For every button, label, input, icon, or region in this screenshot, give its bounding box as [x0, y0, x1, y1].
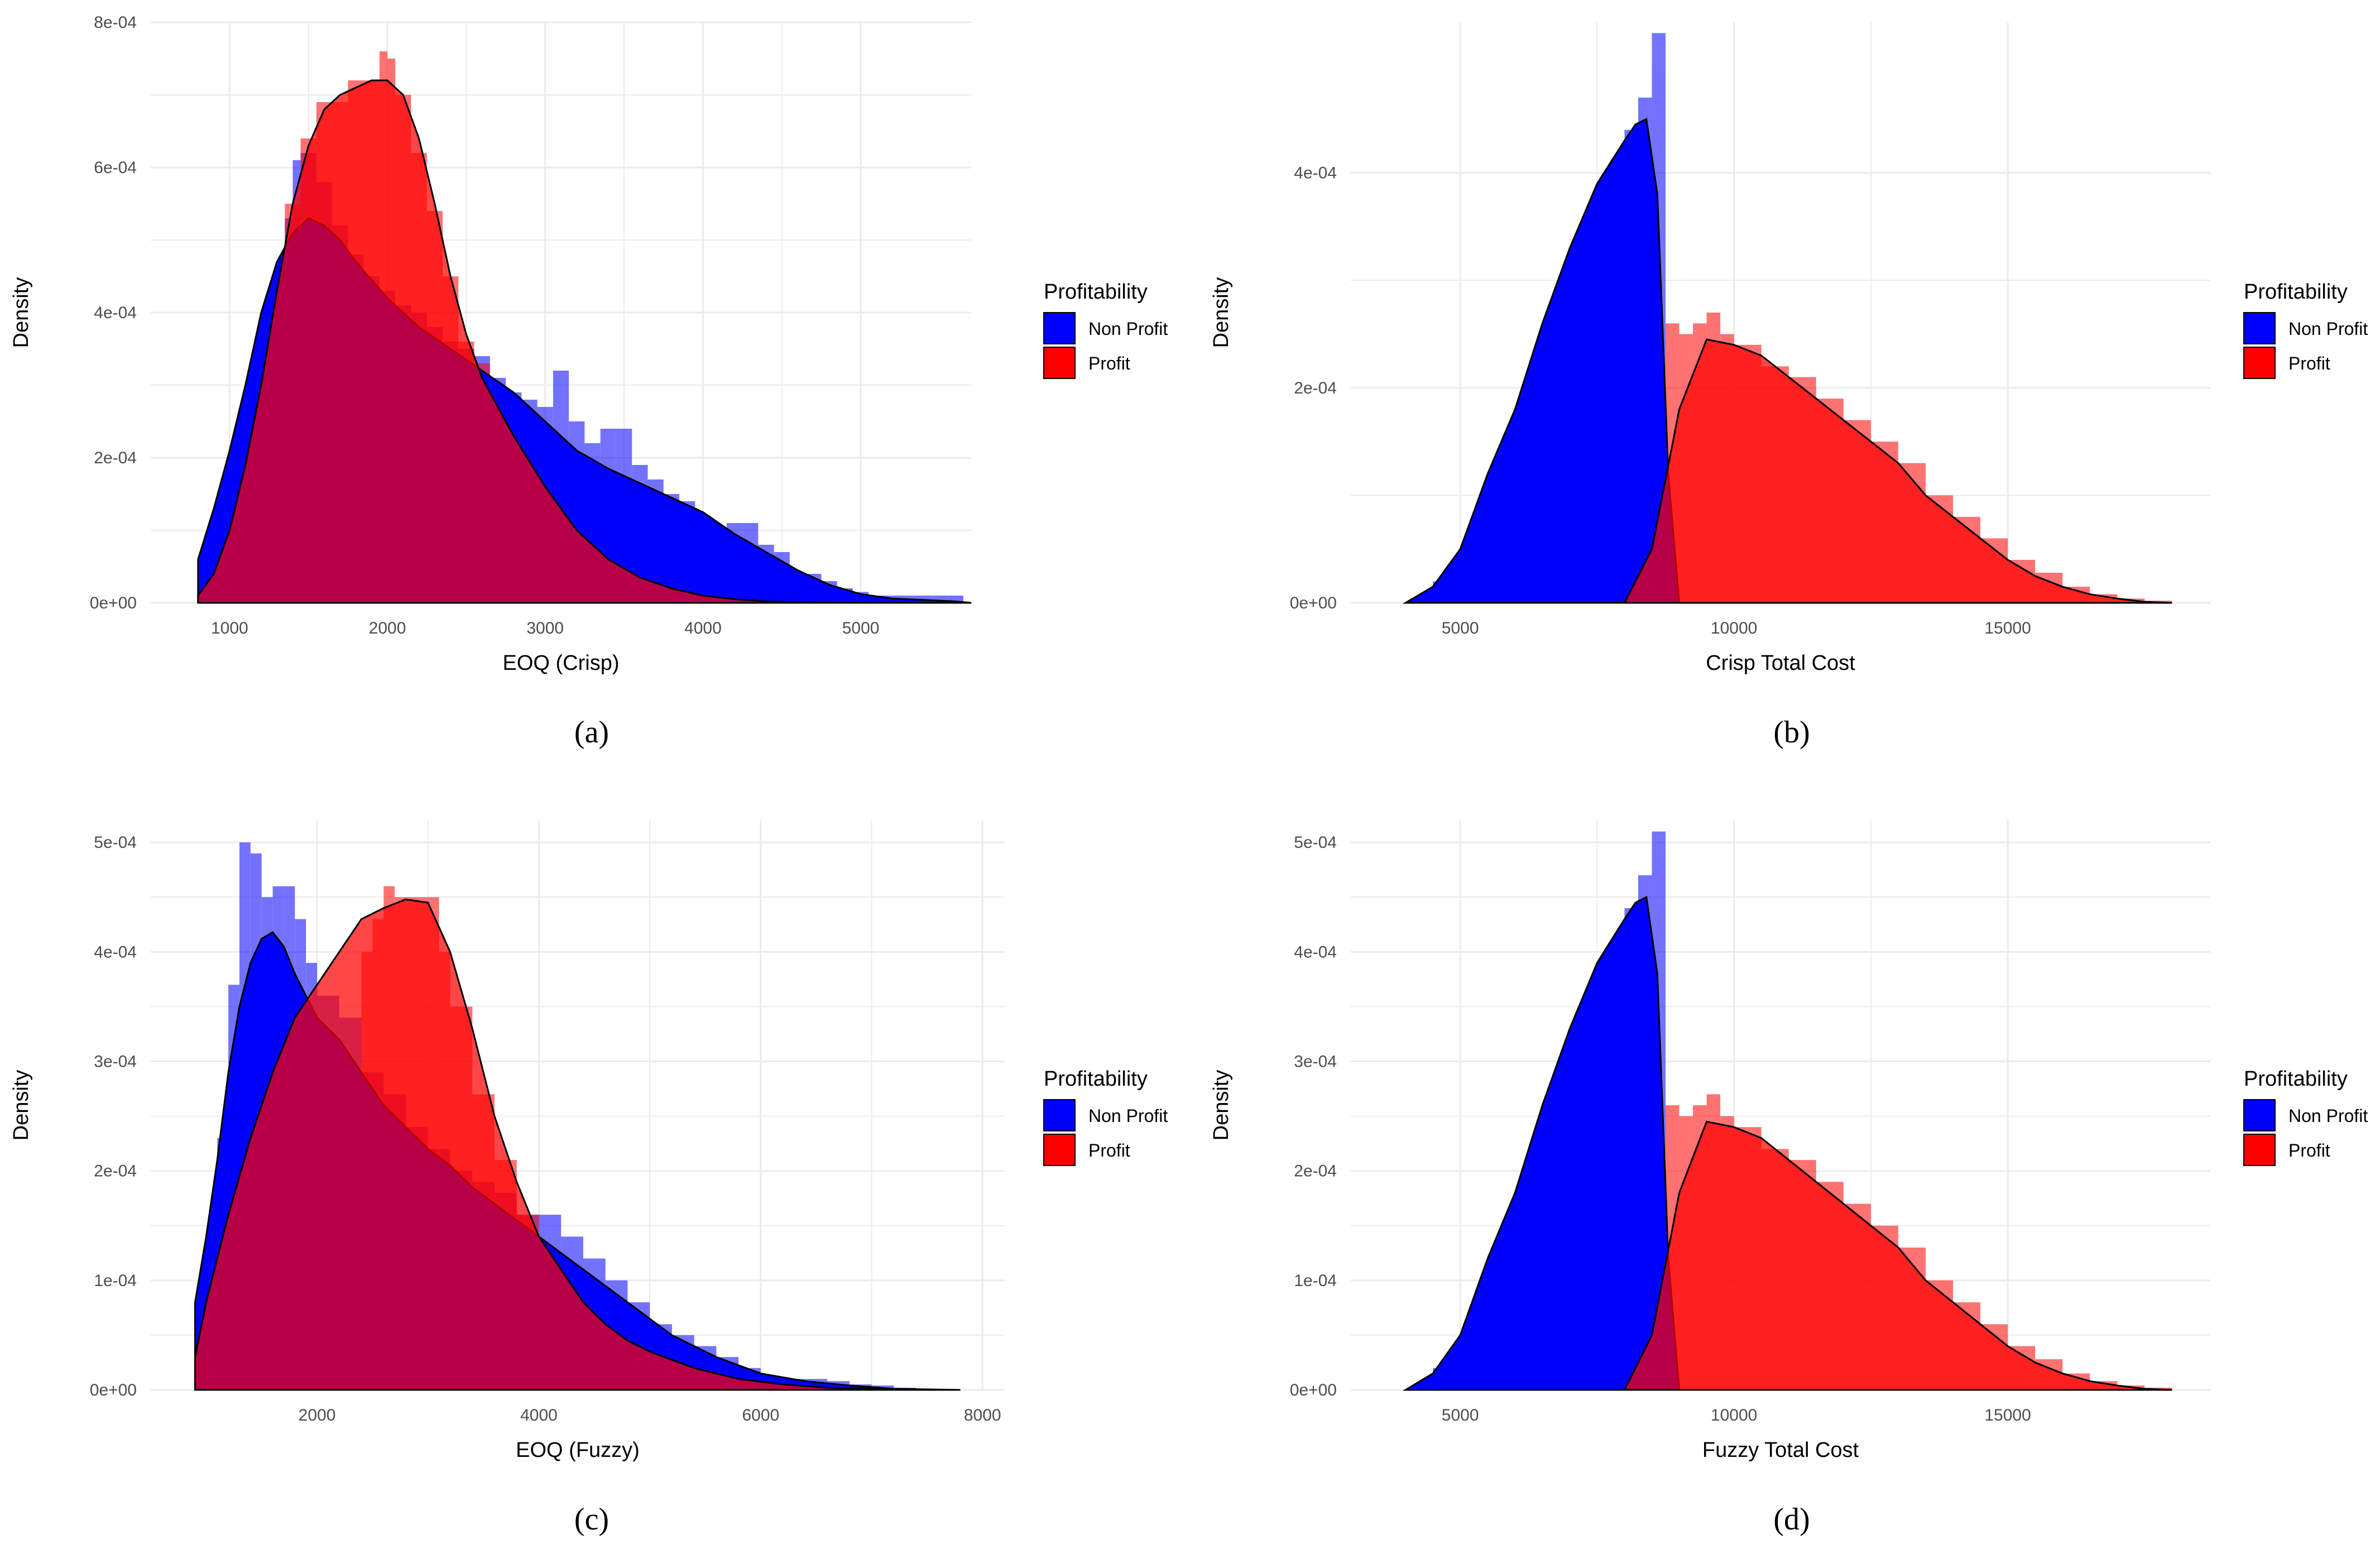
y-axis-label: Density	[1210, 277, 1233, 348]
y-tick-label: 1e-04	[94, 1272, 137, 1290]
y-tick-label: 0e+00	[1290, 594, 1337, 612]
legend-title: Profitability	[1044, 280, 1148, 304]
legend-label-profit: Profit	[2288, 1140, 2330, 1160]
legend-title: Profitability	[2244, 280, 2348, 304]
y-tick-label: 4e-04	[94, 943, 137, 961]
y-tick-label: 2e-04	[94, 449, 137, 467]
x-tick-label: 5000	[842, 619, 880, 637]
legend-label-profit: Profit	[1088, 353, 1130, 373]
y-tick-label: 4e-04	[1294, 943, 1337, 961]
panel-c: 2000 4000 6000 8000 0e+00 1e-04 2e-04 3e-04 4e-0…	[9, 821, 1168, 1462]
legend-label-non-profit: Non Profit	[1088, 1106, 1168, 1126]
y-axis-label: Density	[9, 277, 33, 348]
x-tick-label: 15000	[1984, 1406, 2031, 1424]
y-tick-label: 2e-04	[94, 1162, 137, 1181]
legend-title: Profitability	[2244, 1067, 2348, 1091]
y-tick-label: 4e-04	[94, 304, 137, 322]
x-tick-label: 4000	[520, 1406, 558, 1424]
y-tick-label: 6e-04	[94, 159, 137, 177]
legend-label-non-profit: Non Profit	[1088, 319, 1168, 339]
legend-label-non-profit: Non Profit	[2288, 319, 2368, 339]
y-tick-label: 2e-04	[1294, 1162, 1337, 1181]
x-tick-label: 3000	[526, 619, 564, 637]
x-tick-label: 6000	[742, 1406, 779, 1424]
x-tick-label: 5000	[1442, 1406, 1479, 1424]
x-axis-label: EOQ (Fuzzy)	[516, 1438, 640, 1462]
gridlines	[1351, 821, 2210, 1391]
y-tick-label: 3e-04	[94, 1053, 137, 1071]
legend: Profitability Non Profit Profit	[2243, 1067, 2368, 1166]
y-tick-label: 0e+00	[90, 594, 137, 612]
y-tick-label: 2e-04	[1294, 379, 1337, 397]
density-curve-profit	[1623, 338, 2172, 604]
legend: Profitability Non Profit Profit	[1043, 1067, 1168, 1166]
density-curve-non-profit	[1402, 118, 1681, 604]
x-tick-label: 1000	[211, 619, 248, 637]
x-tick-label: 2000	[369, 619, 406, 637]
panel-a: 1000 2000 3000 4000 5000 0e+00 2e-04 4e-04 6e-04…	[9, 13, 1168, 675]
legend-label-profit: Profit	[2288, 353, 2330, 373]
caption-b: (b)	[1773, 715, 1810, 750]
legend: Profitability Non Profit Profit	[1043, 280, 1168, 379]
y-axis-label: Density	[9, 1070, 33, 1141]
y-tick-label: 8e-04	[94, 13, 137, 32]
caption-d: (d)	[1773, 1502, 1810, 1537]
y-tick-label: 5e-04	[94, 833, 137, 852]
legend-swatch-non-profit	[2243, 1099, 2276, 1131]
legend-swatch-profit	[2243, 347, 2276, 379]
density-curve-profit	[1623, 1120, 2172, 1391]
x-tick-label: 10000	[1711, 1406, 1757, 1424]
y-axis-label: Density	[1210, 1070, 1233, 1141]
x-tick-label: 10000	[1711, 619, 1757, 637]
density-curve-profit	[197, 79, 861, 604]
x-tick-label: 15000	[1984, 619, 2031, 637]
y-tick-label: 3e-04	[1294, 1053, 1337, 1071]
x-axis-label: EOQ (Crisp)	[503, 651, 620, 675]
legend-swatch-non-profit	[1043, 312, 1076, 344]
density-curve-non-profit	[1402, 896, 1681, 1391]
legend-swatch-profit	[1043, 1134, 1076, 1166]
legend-swatch-non-profit	[2243, 312, 2276, 344]
density-curve-profit	[194, 898, 961, 1391]
x-tick-label: 2000	[299, 1406, 336, 1424]
y-tick-label: 5e-04	[1294, 833, 1337, 852]
legend-swatch-profit	[2243, 1134, 2276, 1166]
y-tick-label: 0e+00	[90, 1381, 137, 1399]
y-tick-label: 4e-04	[1294, 164, 1337, 183]
legend-swatch-non-profit	[1043, 1099, 1076, 1131]
x-tick-label: 5000	[1442, 619, 1479, 637]
legend-label-profit: Profit	[1088, 1140, 1130, 1160]
caption-c: (c)	[574, 1502, 609, 1537]
legend: Profitability Non Profit Profit	[2243, 280, 2368, 379]
x-axis-label: Fuzzy Total Cost	[1702, 1438, 1859, 1462]
panel-d: 5000 10000 15000 0e+00 1e-04 2e-04 3e-04 4e-04 5…	[1210, 821, 2368, 1462]
legend-label-non-profit: Non Profit	[2288, 1106, 2368, 1126]
x-tick-label: 4000	[684, 619, 722, 637]
x-tick-label: 8000	[964, 1406, 1001, 1424]
panel-b: 5000 10000 15000 0e+00 2e-04 4e-04 Crisp Total…	[1210, 22, 2368, 675]
y-tick-label: 0e+00	[1290, 1381, 1337, 1399]
legend-swatch-profit	[1043, 347, 1076, 379]
x-axis-label: Crisp Total Cost	[1706, 651, 1855, 675]
caption-a: (a)	[574, 715, 609, 750]
legend-title: Profitability	[1044, 1067, 1148, 1091]
y-tick-label: 1e-04	[1294, 1272, 1337, 1290]
